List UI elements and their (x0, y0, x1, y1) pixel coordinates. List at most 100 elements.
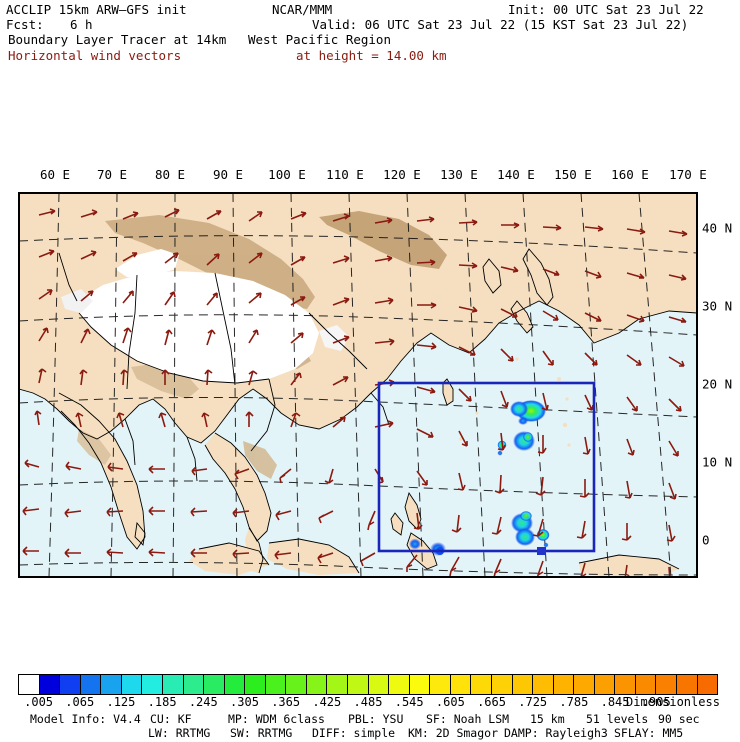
lat-tick-label: 40 N (702, 220, 733, 236)
colorbar (18, 674, 718, 695)
microphysics: MP: WDM 6class (228, 712, 325, 726)
longwave-scheme: LW: RRTMG (148, 726, 211, 740)
colorbar-swatch (80, 675, 102, 694)
colorbar-swatch (121, 675, 143, 694)
lon-tick-label: 140 E (497, 167, 535, 182)
lon-tick-label: 110 E (326, 167, 364, 182)
vector-legend-label: Horizontal wind vectors (8, 48, 182, 63)
colorbar-tick-label: .485 (353, 695, 383, 709)
colorbar-tick-label: .905 (641, 695, 671, 709)
title-block: ACCLIP 15km ARW—GFS init NCAR/MMM Init: … (0, 0, 740, 70)
colorbar-tick-label: .065 (65, 695, 95, 709)
colorbar-swatch (533, 675, 554, 694)
colorbar-tick-label: .725 (518, 695, 548, 709)
longitude-axis: 60 E 70 E 80 E 90 E 100 E 110 E 120 E 130 E 140 … (0, 167, 740, 187)
colorbar-swatch (512, 675, 534, 694)
colorbar-swatch (60, 675, 81, 694)
model-version: Model Info: V4.4 (30, 712, 141, 726)
colorbar-swatch (348, 675, 369, 694)
lon-tick-label: 80 E (154, 167, 186, 182)
colorbar-tick-label: .605 (435, 695, 465, 709)
vertical-levels: 51 levels (586, 712, 649, 726)
colorbar-swatch (389, 675, 410, 694)
wind-vector-layer (22, 208, 688, 577)
lon-tick-label: 60 E (39, 167, 71, 182)
model-title: ACCLIP 15km ARW—GFS init (6, 2, 187, 17)
lat-tick-label: 10 N (702, 454, 733, 470)
time-step: 90 sec (658, 712, 700, 726)
colorbar-tick-label: .245 (188, 695, 218, 709)
km-scheme: KM: 2D Smagor (408, 726, 499, 740)
colorbar-swatch (594, 675, 616, 694)
colorbar-swatch (553, 675, 575, 694)
sflay-scheme: SFLAY: MM5 (614, 726, 684, 740)
colorbar-swatch (677, 675, 698, 694)
lon-tick-label: 100 E (268, 167, 306, 182)
colorbar-swatch (656, 675, 677, 694)
colorbar-swatch (39, 675, 61, 694)
colorbar-tick-label: .185 (147, 695, 177, 709)
colorbar-tick-label: .005 (24, 695, 54, 709)
vector-height-label: at height = 14.00 km (296, 48, 447, 63)
latitude-axis: 40 N 30 N 20 N 10 N 0 (702, 190, 740, 582)
model-config-footer: Model Info: V4.4 CU: KF MP: WDM 6class P… (0, 712, 740, 742)
surface-scheme: SF: Noah LSM (426, 712, 510, 726)
lon-tick-label: 90 E (212, 167, 244, 182)
diffusion-scheme: DIFF: simple (312, 726, 396, 740)
tracer-plume-layer (409, 400, 550, 556)
init-time: Init: 00 UTC Sat 23 Jul 22 (508, 2, 704, 17)
lon-tick-label: 70 E (96, 167, 128, 182)
graticule-layer (19, 193, 697, 577)
colorbar-tick-label: .845 (600, 695, 630, 709)
map-canvas[interactable] (19, 193, 697, 577)
colorbar-swatch (162, 675, 184, 694)
lat-tick-label: 0 (702, 532, 710, 548)
colorbar-swatch (265, 675, 287, 694)
valid-time: Valid: 06 UTC Sat 23 Jul 22 (15 KST Sat … (312, 17, 689, 32)
lon-tick-label: 120 E (383, 167, 421, 182)
colorbar-tick-label: .785 (559, 695, 589, 709)
colorbar-swatch (19, 675, 40, 694)
colorbar-tick-label: .665 (477, 695, 506, 709)
map-panel[interactable] (18, 192, 698, 578)
colorbar-swatch (183, 675, 205, 694)
colorbar-swatch (101, 675, 122, 694)
colorbar-swatch (306, 675, 328, 694)
domain-marker (537, 547, 546, 555)
colorbar-swatch (635, 675, 657, 694)
colorbar-swatch (574, 675, 595, 694)
lon-tick-label: 170 E (669, 167, 707, 182)
forecast-hour: 6 h (70, 17, 93, 32)
colorbar-tick-label: .425 (312, 695, 342, 709)
colorbar-swatch (471, 675, 492, 694)
center-label: NCAR/MMM (272, 2, 333, 17)
colorbar-tick-label: .545 (394, 695, 424, 709)
colorbar-tick-label: .125 (106, 695, 136, 709)
colorbar-tick-label: .305 (230, 695, 259, 709)
shortwave-scheme: SW: RRTMG (230, 726, 293, 740)
lon-tick-label: 150 E (554, 167, 592, 182)
colorbar-swatch (409, 675, 431, 694)
field-description: Boundary Layer Tracer at 14km (8, 32, 227, 47)
colorbar-swatch (491, 675, 513, 694)
colorbar-swatch (430, 675, 451, 694)
colorbar-swatch (697, 675, 718, 694)
colorbar-swatch (245, 675, 266, 694)
lon-tick-label: 160 E (611, 167, 649, 182)
colorbar-swatch (368, 675, 390, 694)
pbl-scheme: PBL: YSU (348, 712, 404, 726)
colorbar-swatch (286, 675, 307, 694)
colorbar-unit-label: Dimensionless (626, 695, 720, 709)
damping-scheme: DAMP: Rayleigh3 (504, 726, 608, 740)
domain-box (377, 381, 596, 553)
colorbar-swatch (142, 675, 163, 694)
colorbar-swatch (224, 675, 246, 694)
colorbar-tick-labels: .005 .065 .125 .185 .245 .305 .365 .425 .485 .545… (0, 695, 740, 711)
colorbar-swatch (615, 675, 636, 694)
colorbar-swatch (327, 675, 348, 694)
lon-tick-label: 130 E (440, 167, 478, 182)
lat-tick-label: 20 N (702, 376, 733, 392)
cumulus-scheme: CU: KF (150, 712, 192, 726)
colorbar-swatch (204, 675, 225, 694)
grid-resolution: 15 km (530, 712, 565, 726)
